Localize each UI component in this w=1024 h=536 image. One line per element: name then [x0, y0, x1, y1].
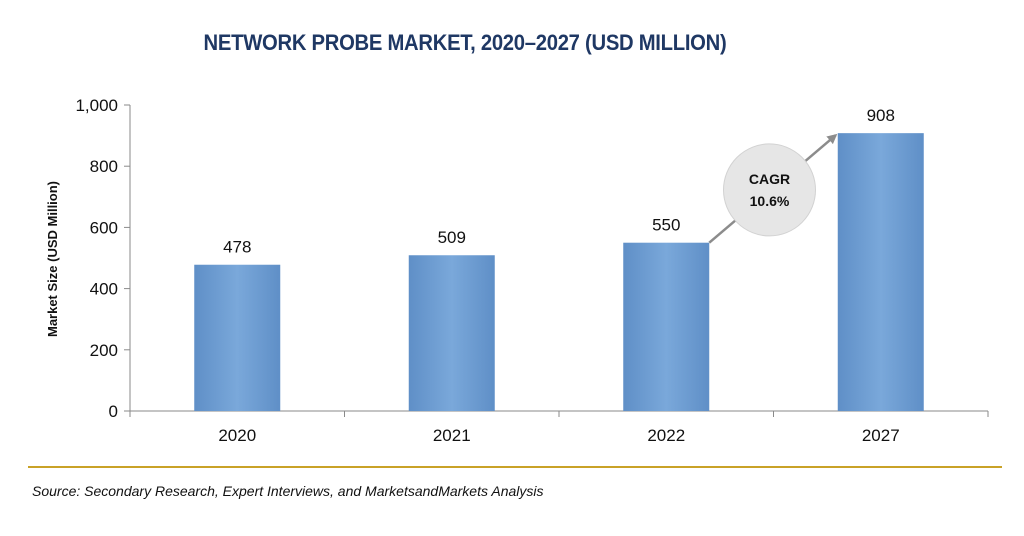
bar-2022 [623, 242, 710, 411]
y-tick-label: 1,000 [75, 96, 118, 115]
cagr-value: 10.6% [750, 193, 790, 209]
data-label-2021: 509 [438, 228, 466, 247]
bar-2021 [408, 255, 495, 411]
bar-2020 [194, 264, 281, 411]
x-tick-label-2027: 2027 [862, 426, 900, 445]
x-tick-label-2022: 2022 [647, 426, 685, 445]
y-tick-label: 800 [90, 157, 118, 176]
cagr-annotation: CAGR 10.6% [708, 133, 838, 244]
y-tick-label: 200 [90, 341, 118, 360]
x-axis [129, 410, 989, 417]
cagr-label: CAGR [749, 171, 790, 187]
bar-2027 [837, 133, 924, 412]
source-note: Source: Secondary Research, Expert Inter… [32, 483, 544, 499]
data-label-2020: 478 [223, 238, 251, 257]
y-tick-label: 400 [90, 280, 118, 299]
y-axis-title: Market Size (USD Million) [45, 181, 60, 337]
y-tick-label: 0 [109, 402, 118, 421]
cagr-bubble [723, 143, 816, 237]
data-label-2022: 550 [652, 216, 680, 235]
x-tick-label-2020: 2020 [218, 426, 256, 445]
chart-title: NETWORK PROBE MARKET, 2020–2027 (USD MIL… [203, 30, 727, 55]
data-label-2027: 908 [867, 106, 895, 125]
x-tick-label-2021: 2021 [433, 426, 471, 445]
footer-divider [28, 466, 1002, 468]
bars: 478 2020 509 2021 550 2022 908 2027 [194, 106, 924, 445]
y-axis: 0 200 400 600 800 1,000 [75, 96, 131, 421]
y-tick-label: 600 [90, 218, 118, 237]
